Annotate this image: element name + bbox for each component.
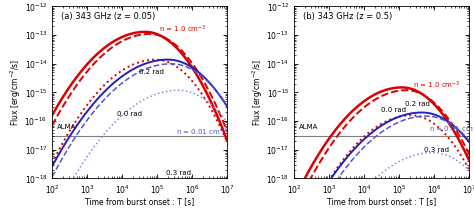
Text: 0.0 rad: 0.0 rad bbox=[381, 107, 406, 113]
Text: 0.2 rad: 0.2 rad bbox=[139, 69, 164, 75]
Text: n = 0.01 cm$^{-3}$: n = 0.01 cm$^{-3}$ bbox=[429, 124, 474, 135]
Text: 0.3 rad: 0.3 rad bbox=[166, 170, 191, 176]
Text: n = 1.0 cm$^{-3}$: n = 1.0 cm$^{-3}$ bbox=[413, 80, 461, 91]
Text: n = 1.0 cm$^{-3}$: n = 1.0 cm$^{-3}$ bbox=[159, 24, 206, 35]
Text: ALMA: ALMA bbox=[299, 124, 319, 131]
X-axis label: Time from burst onset : T [s]: Time from burst onset : T [s] bbox=[327, 197, 436, 206]
Text: 0.0 rad: 0.0 rad bbox=[117, 111, 142, 117]
Text: 0.3 rad: 0.3 rad bbox=[424, 147, 449, 153]
X-axis label: Time from burst onset : T [s]: Time from burst onset : T [s] bbox=[85, 197, 194, 206]
Text: (b) 343 GHz (z = 0.5): (b) 343 GHz (z = 0.5) bbox=[303, 12, 392, 21]
Text: n = 0.01 cm$^{-3}$: n = 0.01 cm$^{-3}$ bbox=[176, 127, 228, 138]
Text: ALMA: ALMA bbox=[57, 124, 77, 131]
Text: (a) 343 GHz (z = 0.05): (a) 343 GHz (z = 0.05) bbox=[61, 12, 155, 21]
Y-axis label: Flux [erg/cm$^{-2}$/s]: Flux [erg/cm$^{-2}$/s] bbox=[251, 59, 265, 126]
Text: 0.2 rad: 0.2 rad bbox=[405, 101, 430, 107]
Y-axis label: Flux [erg/cm$^{-2}$/s]: Flux [erg/cm$^{-2}$/s] bbox=[9, 59, 23, 126]
